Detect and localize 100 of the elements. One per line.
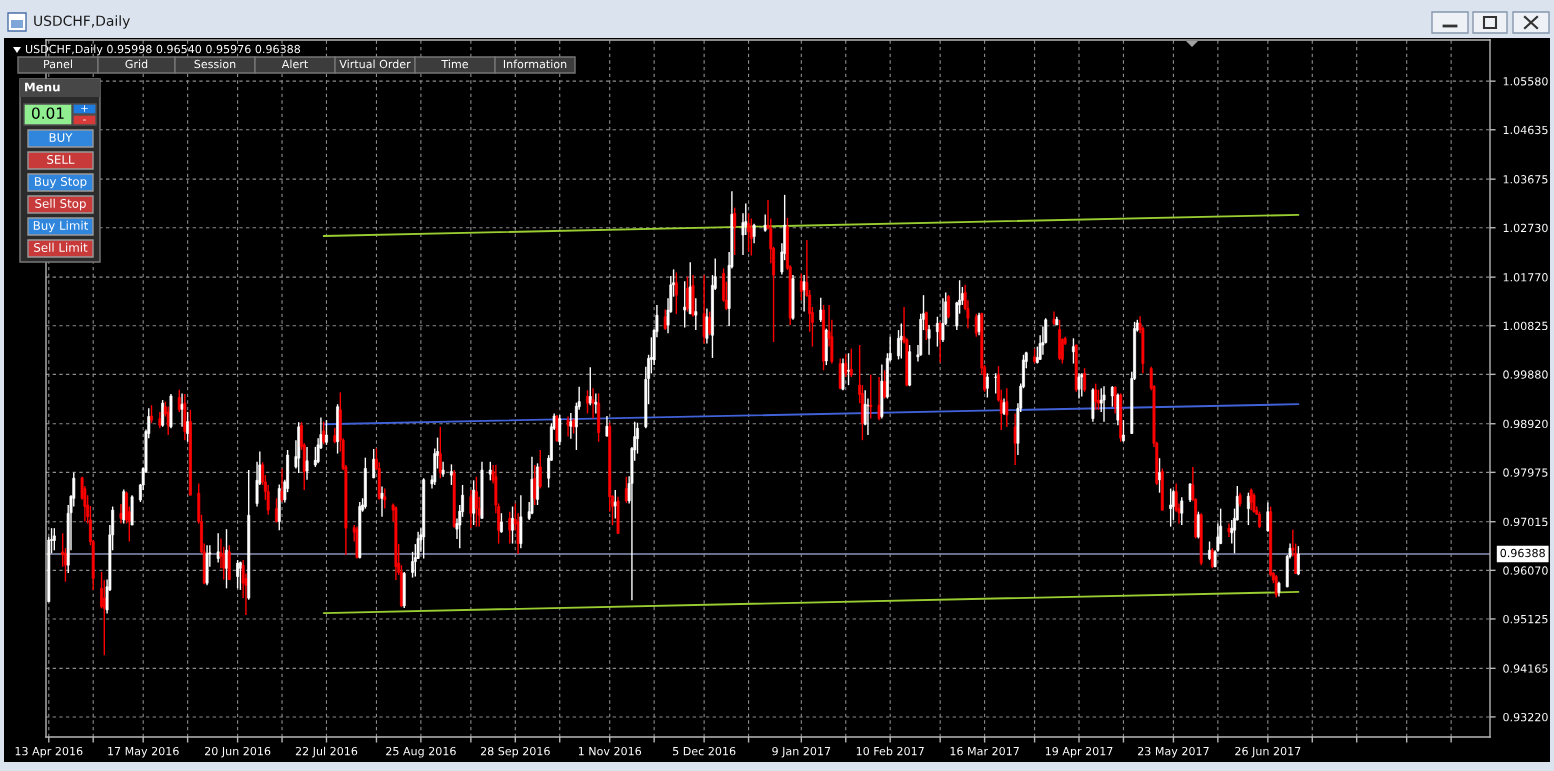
candlestick bbox=[499, 512, 503, 534]
annotation: Menu bbox=[25, 82, 60, 92]
y-tick-label: 0.97975 bbox=[1503, 468, 1548, 477]
candlestick bbox=[586, 389, 589, 415]
candlestick bbox=[119, 503, 123, 525]
candlestick bbox=[938, 321, 942, 364]
y-tick-label: 0.98920 bbox=[1503, 419, 1548, 429]
candlestick bbox=[474, 476, 478, 528]
candlestick bbox=[1158, 457, 1162, 494]
candlestick bbox=[449, 463, 453, 486]
annotation: Virtual Order bbox=[339, 59, 411, 69]
annotation: Information bbox=[503, 59, 567, 69]
annotation: Panel bbox=[44, 59, 72, 69]
x-tick-label: 17 May 2016 bbox=[108, 746, 179, 758]
candlestick bbox=[994, 372, 998, 395]
candlestick bbox=[488, 461, 492, 482]
y-tick-label: 1.04635 bbox=[1503, 125, 1548, 135]
annotation: Session bbox=[194, 59, 236, 69]
annotation: Sell Stop bbox=[35, 198, 86, 211]
y-tick-label: 1.01770 bbox=[1503, 273, 1548, 282]
annotation: Buy Limit bbox=[33, 220, 89, 233]
chart-subtitle: USDCHF,Daily 0.95998 0.96540 0.95976 0.96388 bbox=[25, 44, 301, 56]
candlestick bbox=[275, 497, 278, 524]
candlestick bbox=[305, 446, 309, 481]
x-tick-label: 26 Jun 2017 bbox=[1235, 746, 1301, 758]
candlestick bbox=[819, 297, 823, 323]
candlestick bbox=[663, 308, 667, 331]
candlestick bbox=[941, 297, 945, 343]
candlestick bbox=[472, 479, 476, 526]
x-tick-label: 22 Jul 2016 bbox=[295, 746, 358, 758]
candlestick bbox=[325, 419, 328, 446]
candlestick bbox=[538, 449, 542, 490]
annotation: 0.01 bbox=[32, 107, 64, 119]
y-tick-label: 1.03675 bbox=[1503, 175, 1548, 184]
y-tick-label: 1.00825 bbox=[1503, 321, 1548, 331]
annotation: Grid bbox=[125, 59, 148, 69]
x-tick-label: 20 Jun 2016 bbox=[205, 746, 271, 758]
ref-line-label: 0.96388 bbox=[1500, 548, 1545, 558]
annotation: + bbox=[81, 105, 88, 112]
candlestick bbox=[1102, 385, 1106, 423]
y-tick-label: 0.95125 bbox=[1503, 614, 1548, 624]
y-tick-label: 0.99880 bbox=[1503, 370, 1548, 379]
candlestick bbox=[1083, 367, 1087, 393]
candlestick bbox=[511, 505, 514, 545]
candlestick bbox=[594, 392, 598, 415]
candlestick bbox=[180, 392, 184, 428]
candlestick bbox=[508, 511, 512, 545]
candlestick bbox=[166, 406, 170, 436]
candlestick bbox=[1077, 372, 1081, 400]
candlestick bbox=[322, 420, 326, 446]
candlestick bbox=[566, 415, 570, 438]
x-tick-label: 28 Sep 2016 bbox=[480, 746, 550, 758]
x-tick-label: 16 Mar 2017 bbox=[950, 746, 1019, 756]
candlestick bbox=[1208, 540, 1211, 561]
candlestick bbox=[1258, 511, 1261, 529]
y-tick-label: 1.02730 bbox=[1503, 223, 1548, 233]
annotation: SELL bbox=[47, 155, 75, 164]
candlestick bbox=[869, 374, 873, 420]
candlestick bbox=[927, 324, 931, 356]
candlestick bbox=[733, 206, 737, 256]
candlestick bbox=[883, 369, 887, 400]
chart-title: USDCHF,Daily bbox=[34, 15, 130, 29]
x-tick-label: 23 May 2017 bbox=[1138, 746, 1209, 758]
annotation: Sell Limit bbox=[34, 242, 88, 252]
candlestick bbox=[1080, 372, 1084, 398]
y-tick-label: 0.93220 bbox=[1503, 712, 1548, 722]
candlestick bbox=[877, 376, 881, 421]
candlestick bbox=[708, 310, 712, 336]
candlestick bbox=[1180, 496, 1184, 526]
x-tick-label: 5 Dec 2016 bbox=[673, 746, 736, 756]
candlestick bbox=[216, 532, 220, 564]
candlestick bbox=[1121, 419, 1125, 443]
annotation: Alert bbox=[281, 59, 308, 69]
candlestick bbox=[383, 487, 387, 510]
x-tick-label: 13 Apr 2016 bbox=[15, 746, 83, 758]
candlestick bbox=[1188, 482, 1192, 503]
candlestick bbox=[702, 274, 706, 345]
annotation: - bbox=[83, 119, 86, 121]
candlestick bbox=[1266, 501, 1270, 533]
candlestick bbox=[985, 372, 989, 399]
candlestick bbox=[605, 415, 609, 438]
x-tick-label: 9 Jan 2017 bbox=[772, 746, 831, 758]
candlestick bbox=[694, 297, 698, 331]
candlestick bbox=[150, 404, 153, 424]
candlestick bbox=[1094, 382, 1098, 411]
y-tick-label: 1.05580 bbox=[1503, 77, 1548, 86]
y-tick-label: 0.97015 bbox=[1503, 517, 1548, 527]
y-tick-label: 0.94165 bbox=[1503, 664, 1548, 673]
candlestick bbox=[469, 489, 473, 529]
y-tick-label: 0.96070 bbox=[1503, 566, 1548, 575]
x-tick-label: 19 Apr 2017 bbox=[1045, 746, 1113, 758]
annotation: BUY bbox=[49, 133, 73, 142]
annotation: Time bbox=[441, 59, 468, 69]
x-tick-label: 1 Nov 2016 bbox=[578, 746, 642, 756]
x-tick-label: 10 Feb 2017 bbox=[856, 746, 924, 756]
candlestick bbox=[1227, 522, 1231, 538]
candlestick bbox=[1013, 412, 1017, 466]
annotation: Buy Stop bbox=[35, 177, 87, 189]
candlestick bbox=[847, 352, 850, 386]
candlestick bbox=[316, 437, 320, 465]
